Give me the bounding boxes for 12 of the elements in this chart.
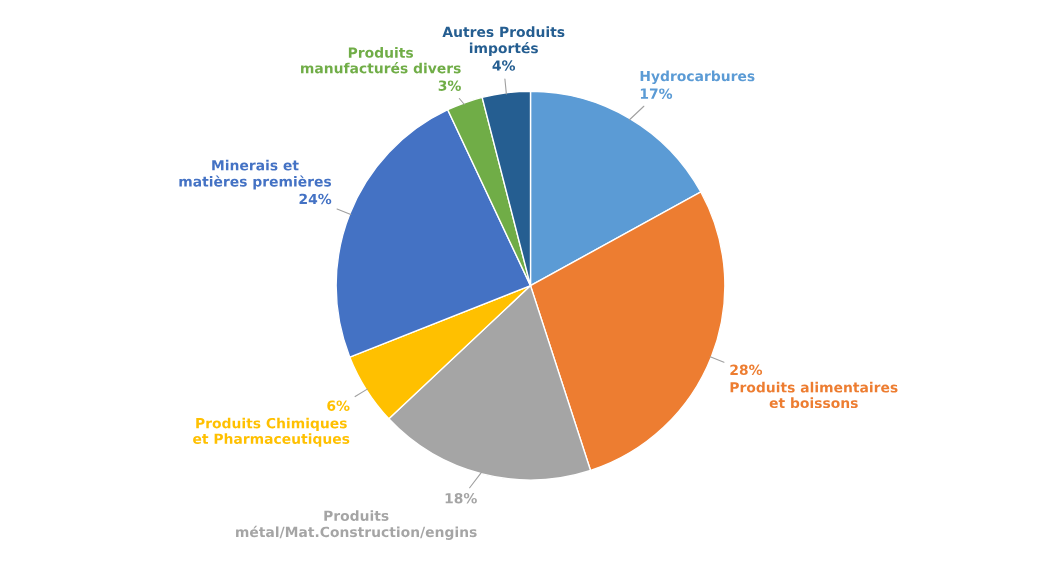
data-label: 28% [730,364,763,376]
slice-label: Produits métal/Mat.Construction/engins [236,510,477,540]
data-label: 17% [640,88,673,99]
data-label: 24% [299,193,332,205]
slice-label: Produits alimentaires et boissons [730,381,898,409]
data-label: 6% [327,400,350,411]
slice-label: Produits Chimiques et Pharmaceutiques [193,417,350,447]
data-label: 18% [445,492,477,504]
slice-label: Minerais et matières premières [179,159,332,190]
data-label: 3% [438,80,461,91]
slice-label: Hydrocarbures [640,70,755,85]
data-label: 4% [492,60,516,71]
